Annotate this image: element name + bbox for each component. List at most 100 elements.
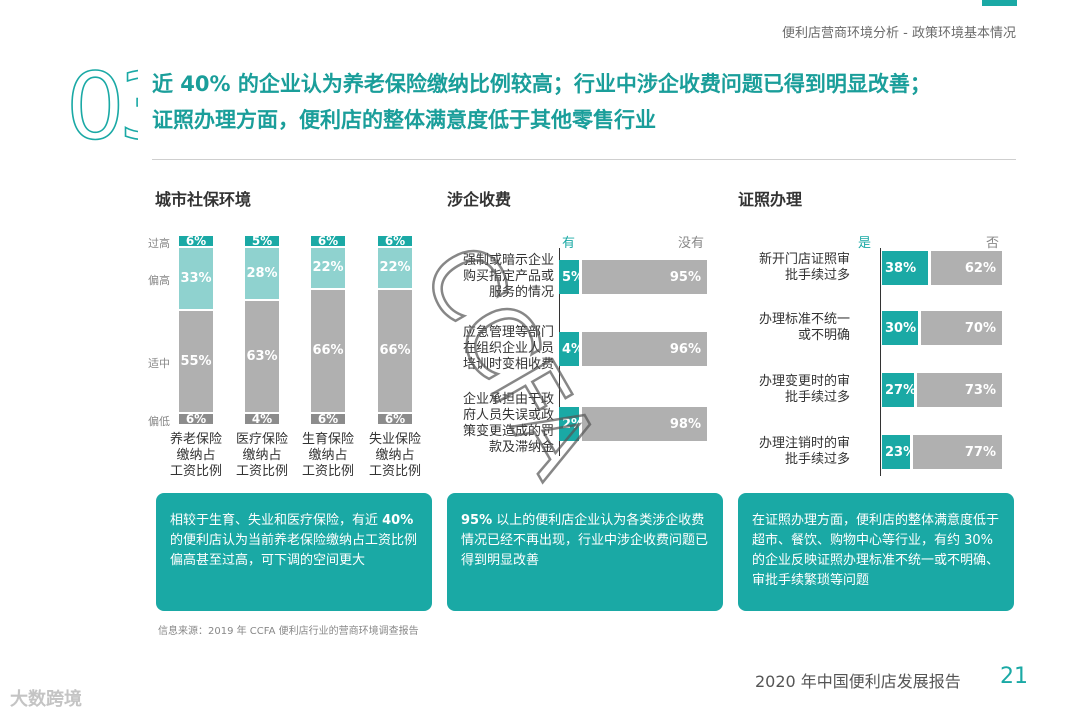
social-segment-too-high: 6% (311, 234, 345, 248)
license-item-label: 办理注销时的审 批手续过多 (734, 436, 850, 468)
label-line: 应急管理等部门 (462, 325, 554, 340)
label-line: 服务的情况 (488, 285, 554, 300)
caption-line: 工资比例 (169, 464, 222, 479)
social-bar: 5% 28% 63% 4% (245, 234, 279, 426)
caption-line: 工资比例 (235, 464, 288, 479)
caption-line: 生育保险 (301, 432, 354, 447)
headline-divider (152, 159, 1016, 160)
yes-segment: 5% (559, 260, 584, 294)
source-note: 信息来源：2019 年 CCFA 便利店行业的营商环境调查报告 (158, 626, 419, 637)
caption-line: 养老保险 (169, 432, 222, 447)
label-line: 培训时变相收费 (462, 357, 554, 372)
caption-line: 缴纳占 (308, 448, 348, 463)
social-segment-moderate: 55% (179, 310, 213, 412)
footer-report-title: 2020 年中国便利店发展报告 (755, 672, 961, 691)
license-item-label: 新开门店证照审 批手续过多 (734, 252, 850, 284)
caption-line: 医疗保险 (235, 432, 288, 447)
caption-line: 工资比例 (301, 464, 354, 479)
header-accent-bar (982, 0, 1017, 6)
page-headline: 近 40% 的企业认为养老保险缴纳比例较高；行业中涉企收费问题已得到明显改善； … (152, 66, 1032, 138)
label-line: 办理注销时的审 (758, 436, 850, 451)
license-item-label: 办理标准不统一 或不明确 (734, 312, 850, 344)
caption-line: 失业保险 (368, 432, 421, 447)
no-segment: 70% (921, 311, 1002, 345)
headline-line-1: 近 40% 的企业认为养老保险缴纳比例较高；行业中涉企收费问题已得到明显改善； (152, 72, 931, 96)
social-segment-high: 28% (245, 248, 279, 300)
stacked-hbar: 5% 95% (559, 260, 707, 294)
license-axis-line (880, 248, 881, 476)
no-segment: 98% (582, 407, 707, 441)
fees-section-title: 涉企收费 (447, 190, 512, 209)
social-segment-high: 22% (311, 248, 345, 288)
social-bar-caption: 生育保险 缴纳占 工资比例 (291, 432, 365, 480)
social-segment-too-high: 6% (378, 234, 412, 248)
social-section-title: 城市社保环境 (155, 190, 252, 209)
social-bar-caption: 医疗保险 缴纳占 工资比例 (225, 432, 299, 480)
license-no-header: 否 (986, 236, 1000, 251)
social-segment-low: 6% (179, 412, 213, 426)
license-item-label: 办理变更时的审 批手续过多 (734, 374, 850, 406)
label-line: 办理标准不统一 (758, 312, 850, 327)
label-line: 批手续过多 (784, 452, 850, 467)
label-line: 批手续过多 (784, 268, 850, 283)
social-bar: 6% 22% 66% 6% (378, 234, 412, 426)
social-row-label: 偏高 (148, 274, 170, 288)
label-line: 新开门店证照审 (758, 252, 850, 267)
brand-watermark: 大数跨境 (10, 689, 82, 710)
section-number: 03 (66, 60, 138, 144)
headline-line-2: 证照办理方面，便利店的整体满意度低于其他零售行业 (152, 108, 656, 132)
fee-item-label: 应急管理等部门 在组织企业人员 培训时变相收费 (440, 325, 554, 373)
social-segment-too-high: 5% (245, 234, 279, 248)
social-segment-high: 33% (179, 248, 213, 309)
social-row-label: 偏低 (148, 415, 170, 428)
caption-line: 缴纳占 (176, 448, 216, 463)
header-breadcrumb: 便利店营商环境分析 - 政策环境基本情况 (782, 26, 1016, 41)
label-line: 购买指定产品或 (462, 269, 554, 284)
license-section-title: 证照办理 (738, 190, 803, 209)
no-segment: 95% (582, 260, 707, 294)
social-segment-low: 6% (378, 412, 412, 426)
social-segment-low: 4% (245, 412, 279, 426)
yes-segment: 38% (882, 251, 928, 285)
fee-item-label: 强制或暗示企业 购买指定产品或 服务的情况 (440, 253, 554, 301)
stacked-hbar: 4% 96% (559, 332, 707, 366)
yes-segment: 2% (559, 407, 584, 441)
fees-yes-header: 有 (562, 236, 576, 251)
social-segment-moderate: 66% (311, 289, 345, 412)
social-bar: 6% 33% 55% 6% (179, 234, 213, 426)
social-segment-high: 22% (378, 248, 412, 288)
social-segment-too-high: 6% (179, 234, 213, 248)
stacked-hbar: 27% 73% (882, 373, 1002, 407)
fee-item-label: 企业承担由于政 府人员失误或政 策变更造成的罚 款及滞纳金 (440, 392, 554, 456)
label-line: 或不明确 (797, 328, 850, 343)
yes-segment: 23% (882, 435, 916, 469)
social-segment-moderate: 63% (245, 301, 279, 412)
page-number: 21 (1000, 664, 1028, 689)
no-segment: 77% (912, 435, 1002, 469)
license-yes-header: 是 (858, 236, 872, 251)
license-summary-card: 在证照办理方面，便利店的整体满意度低于超市、餐饮、购物中心等行业，有约 30% … (738, 493, 1014, 611)
caption-line: 工资比例 (368, 464, 421, 479)
label-line: 强制或暗示企业 (462, 253, 554, 268)
label-line: 在组织企业人员 (462, 341, 554, 356)
yes-segment: 4% (559, 332, 584, 366)
caption-line: 缴纳占 (242, 448, 282, 463)
caption-line: 缴纳占 (375, 448, 415, 463)
no-segment: 96% (582, 332, 707, 366)
yes-segment: 30% (882, 311, 918, 345)
social-row-label: 适中 (148, 357, 170, 371)
svg-text:03: 03 (66, 60, 138, 144)
label-line: 款及滞纳金 (488, 440, 554, 455)
stacked-hbar: 30% 70% (882, 311, 1002, 345)
no-segment: 73% (917, 373, 1002, 407)
social-row-label: 过高 (148, 237, 170, 250)
no-segment: 62% (930, 251, 1002, 285)
social-bar-caption: 养老保险 缴纳占 工资比例 (159, 432, 233, 480)
fees-no-header: 没有 (678, 236, 705, 251)
fees-summary-card: 95% 以上的便利店企业认为各类涉企收费情况已经不再出现，行业中涉企收费问题已得… (447, 493, 723, 611)
social-summary-card: 相较于生育、失业和医疗保险，有近 40% 的便利店认为当前养老保险缴纳占工资比例… (156, 493, 432, 611)
yes-segment: 27% (882, 373, 916, 407)
stacked-hbar: 2% 98% (559, 407, 707, 441)
social-bar: 6% 22% 66% 6% (311, 234, 345, 426)
label-line: 批手续过多 (784, 390, 850, 405)
